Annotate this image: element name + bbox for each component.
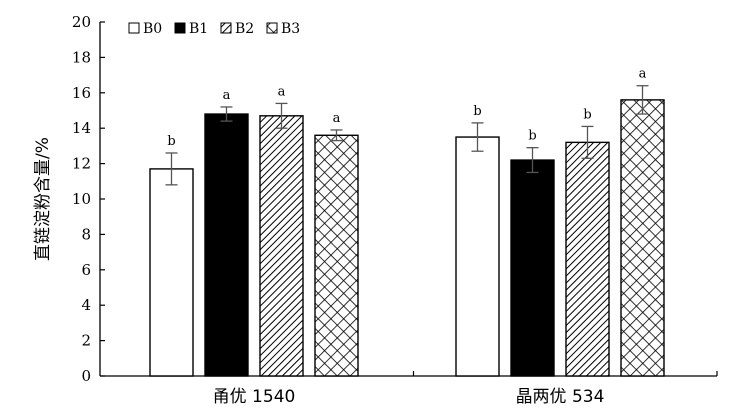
bar-b2 bbox=[259, 115, 304, 377]
bar-b1 bbox=[204, 113, 249, 377]
significance-label: b bbox=[167, 134, 175, 149]
y-tick-label: 12 bbox=[72, 155, 91, 173]
y-tick-label: 8 bbox=[81, 225, 91, 243]
y-tick-label: 0 bbox=[81, 367, 91, 385]
bar-b1 bbox=[510, 159, 555, 377]
bar-b0 bbox=[455, 136, 500, 377]
legend-swatch-b0 bbox=[128, 22, 140, 34]
y-tick-label: 16 bbox=[72, 84, 91, 102]
significance-label: a bbox=[639, 67, 647, 82]
y-tick-label: 6 bbox=[81, 261, 91, 279]
legend-label-b0: B0 bbox=[143, 21, 162, 37]
y-tick-label: 10 bbox=[72, 190, 91, 208]
bar-b0 bbox=[149, 168, 194, 377]
bar-b2 bbox=[565, 141, 610, 377]
bar-b3 bbox=[620, 99, 665, 377]
y-tick-label: 14 bbox=[72, 119, 91, 137]
legend-swatch-b3 bbox=[266, 22, 278, 34]
x-category-label: 甬优 1540 bbox=[213, 387, 296, 407]
bar-b3 bbox=[314, 134, 359, 377]
y-axis-label: 直链淀粉含量/% bbox=[33, 137, 53, 261]
x-category-label: 晶两优 534 bbox=[516, 387, 605, 407]
significance-label: b bbox=[583, 107, 591, 122]
y-tick-label: 4 bbox=[81, 296, 91, 314]
significance-label: b bbox=[528, 129, 536, 144]
legend-swatch-b1 bbox=[174, 22, 186, 34]
bars: b a a a b b b a bbox=[149, 67, 665, 377]
significance-label: a bbox=[223, 88, 231, 103]
axes: 0 2 4 6 8 10 12 14 16 18 20 直链淀粉含量/% 甬优 1540 晶两优 534 bbox=[33, 13, 718, 407]
legend-swatch-b2 bbox=[220, 22, 232, 34]
significance-label: a bbox=[333, 111, 341, 126]
significance-label: a bbox=[278, 84, 286, 99]
legend-label-b1: B1 bbox=[189, 21, 208, 37]
legend-label-b2: B2 bbox=[235, 21, 254, 37]
y-tick-label: 18 bbox=[72, 48, 91, 66]
legend: B0 B1 B2 B3 bbox=[128, 21, 300, 37]
y-tick-label: 20 bbox=[72, 13, 91, 31]
y-tick-label: 2 bbox=[81, 332, 91, 350]
legend-label-b3: B3 bbox=[281, 21, 300, 37]
significance-label: b bbox=[473, 104, 481, 119]
